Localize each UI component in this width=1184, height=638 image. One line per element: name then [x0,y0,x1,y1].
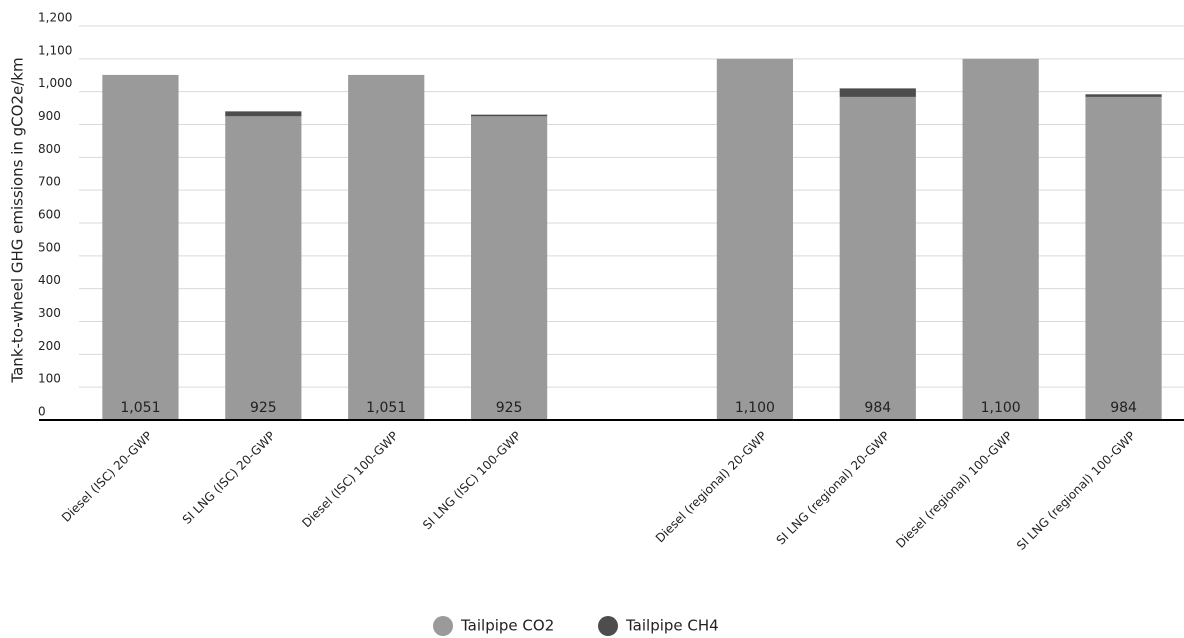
y-axis-label: Tank-to-wheel GHG emissions in gCO2e/km [9,57,27,383]
x-tick-label: SI LNG (regional) 100-GWP [1014,429,1138,553]
data-label: 984 [864,400,891,416]
x-tick-label: Diesel (regional) 20-GWP [653,429,770,546]
y-tick-label: 400 [38,273,61,287]
y-tick-label: 1,000 [38,76,72,90]
legend-label: Tailpipe CO2 [460,617,554,635]
x-tick-label: Diesel (ISC) 20-GWP [59,429,155,525]
bar-segment [471,114,548,117]
y-tick-label: 100 [38,372,61,386]
x-tick-label: SI LNG (regional) 20-GWP [774,429,893,548]
y-tick-label: 500 [38,240,61,254]
x-tick-label: SI LNG (ISC) 100-GWP [420,429,524,533]
bar-segment [1085,94,1162,97]
y-tick-label: 0 [38,405,46,419]
x-tick-label: SI LNG (ISC) 20-GWP [180,429,278,527]
data-label: 925 [250,400,277,416]
data-label: 1,100 [735,400,775,416]
y-tick-label: 600 [38,208,61,222]
bar-segment [839,96,916,421]
bar-segment [225,116,302,421]
legend-swatch [598,616,618,636]
x-tick-label: Diesel (ISC) 100-GWP [299,429,400,530]
data-label: 1,051 [366,400,406,416]
legend-swatch [433,616,453,636]
data-label: 925 [496,400,523,416]
x-tick-label: Diesel (regional) 100-GWP [893,429,1015,551]
y-tick-label: 900 [38,109,61,123]
bar-segment [471,116,548,421]
y-tick-label: 300 [38,306,61,320]
bar-segment [962,58,1039,420]
data-label: 1,100 [981,400,1021,416]
bar-segment [102,74,179,421]
bar-segment [716,58,793,420]
bar-segment [225,111,302,117]
data-label: 984 [1110,400,1137,416]
y-tick-label: 1,200 [38,11,72,25]
data-label: 1,051 [120,400,160,416]
bar-segment [839,88,916,97]
y-tick-label: 800 [38,142,61,156]
legend-label: Tailpipe CH4 [625,617,719,635]
y-tick-label: 700 [38,175,61,189]
bar-segment [1085,96,1162,421]
bar-segment [348,74,425,421]
y-tick-label: 200 [38,339,61,353]
y-tick-label: 1,100 [38,43,72,57]
